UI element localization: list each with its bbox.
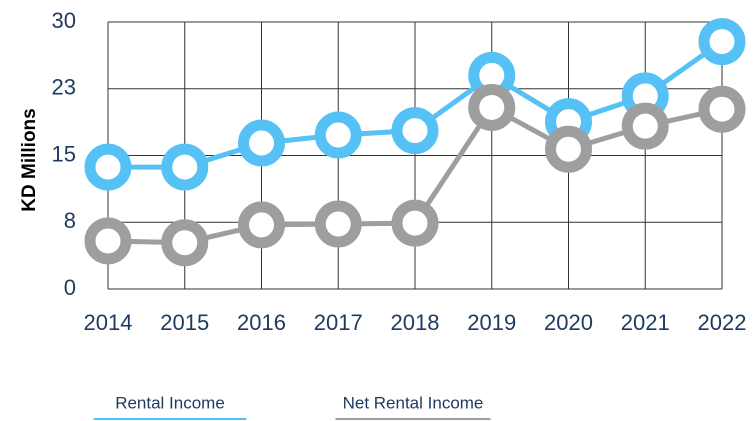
point: [84, 143, 132, 191]
y-tick-label: 8: [64, 208, 76, 233]
point: [698, 18, 746, 66]
point: [314, 111, 362, 159]
point: [545, 125, 592, 173]
point: [84, 217, 132, 265]
y-tick-label: 15: [52, 141, 76, 166]
y-tick-label: 30: [52, 8, 76, 33]
x-tick-label: 2014: [84, 310, 133, 335]
x-tick-label: 2019: [467, 310, 516, 335]
point: [314, 200, 362, 248]
x-tick-label: 2022: [698, 310, 747, 335]
legend-label: Net Rental Income: [343, 393, 484, 412]
point: [238, 201, 285, 249]
x-tick-label: 2020: [544, 310, 593, 335]
point: [161, 143, 209, 191]
y-tick-label: 23: [52, 75, 76, 100]
point: [621, 102, 669, 150]
x-tick-label: 2021: [621, 310, 670, 335]
legend-label: Rental Income: [115, 393, 225, 412]
point: [238, 119, 285, 167]
point: [698, 85, 746, 133]
x-tick-label: 2016: [237, 310, 286, 335]
y-axis-label: KD Millions: [19, 108, 40, 211]
point: [391, 199, 439, 247]
y-tick-label: 0: [64, 275, 76, 300]
point: [391, 107, 439, 155]
point: [161, 219, 209, 267]
x-tick-label: 2015: [160, 310, 209, 335]
x-tick-label: 2017: [314, 310, 363, 335]
point: [468, 83, 516, 131]
x-tick-label: 2018: [391, 310, 440, 335]
